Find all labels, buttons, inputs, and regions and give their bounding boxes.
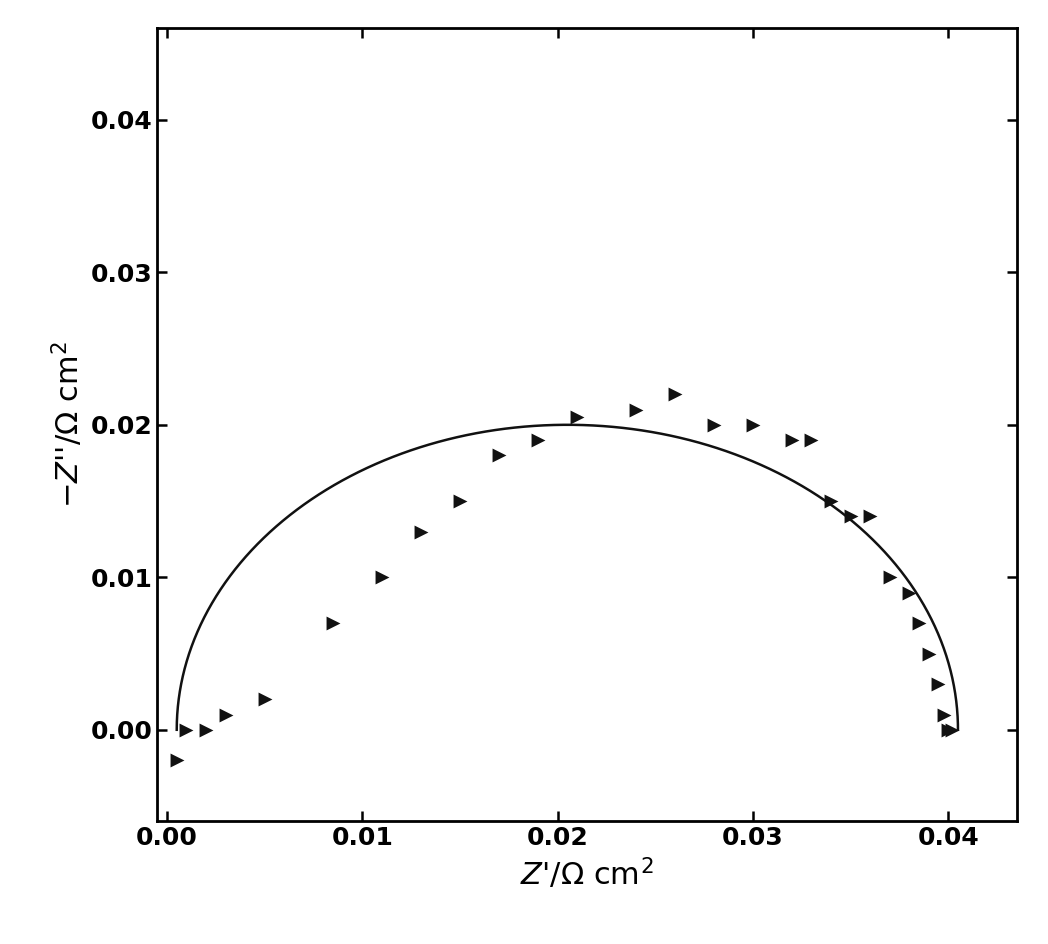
Point [178,722,195,737]
Point [569,410,586,425]
Point [936,707,953,722]
Point [628,402,645,417]
X-axis label: $\it{Z}$'/$\Omega$ cm$^2$: $\it{Z}$'/$\Omega$ cm$^2$ [520,855,654,891]
Point [217,707,234,722]
Point [256,692,272,707]
Point [940,722,957,737]
Point [529,432,546,447]
Point [901,585,918,600]
Point [930,677,946,692]
Point [744,417,761,432]
Point [198,722,215,737]
Point [823,494,839,509]
Point [169,752,185,767]
Point [325,615,342,631]
Point [784,432,801,447]
Y-axis label: $-\it{Z}$''/$\Omega$ cm$^2$: $-\it{Z}$''/$\Omega$ cm$^2$ [49,342,85,508]
Point [490,447,507,463]
Point [705,417,722,432]
Point [911,615,927,631]
Point [413,524,430,539]
Point [803,432,820,447]
Point [920,646,937,661]
Point [373,570,390,585]
Point [843,509,859,524]
Point [881,570,898,585]
Point [452,494,468,509]
Point [943,722,960,737]
Point [861,509,878,524]
Point [667,387,683,402]
